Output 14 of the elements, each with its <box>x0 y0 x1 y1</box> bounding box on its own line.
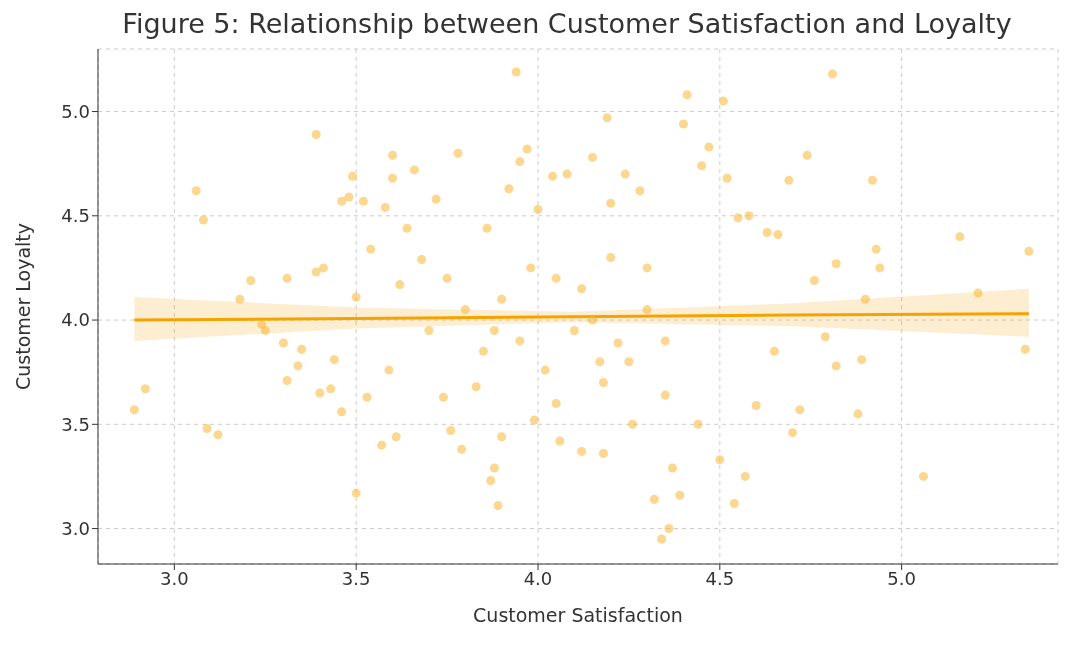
chart-title: Figure 5: Relationship between Customer Satisfaction and Loyalty <box>121 8 1013 39</box>
y-axis-title: Customer Loyalty <box>11 222 34 391</box>
x-tick-label: 5.0 <box>887 567 916 589</box>
x-tick-label: 3.5 <box>341 567 371 589</box>
x-tick-label: 4.5 <box>705 567 735 589</box>
line-series <box>132 312 1031 322</box>
x-tick-label: 3.0 <box>160 567 189 589</box>
x-axis-title: Customer Satisfaction <box>473 604 683 626</box>
x-tick-label: 4.0 <box>523 567 553 589</box>
y-tick-label: 3.5 <box>61 413 90 435</box>
y-tick-label: 4.0 <box>61 309 90 331</box>
y-tick-label: 5.0 <box>61 100 90 122</box>
y-tick-label: 4.5 <box>61 205 90 227</box>
y-tick-label: 3.0 <box>61 517 90 539</box>
